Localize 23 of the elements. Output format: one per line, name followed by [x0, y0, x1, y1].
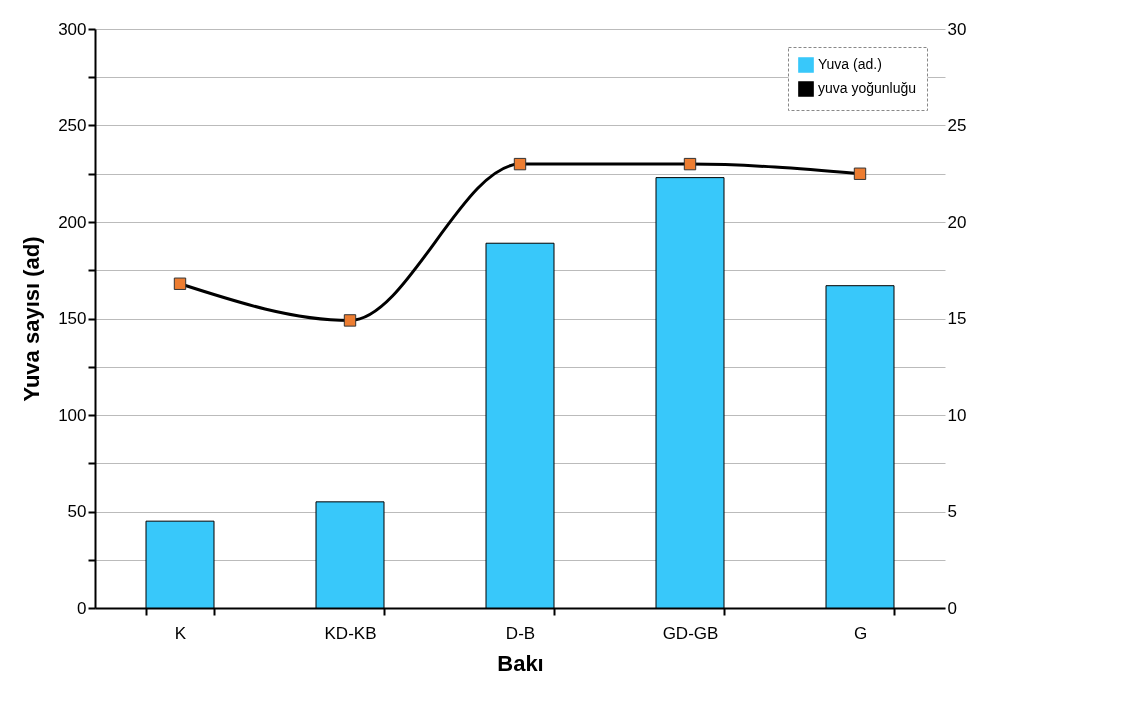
y-tick-label: 100: [58, 405, 87, 425]
y2-tick-label: 30: [947, 19, 967, 39]
y-tick-label: 250: [58, 116, 87, 135]
y2-tick-label: 5: [947, 502, 957, 521]
y-tick-label: 150: [58, 309, 87, 328]
y-axis-title: Yuva sayısı (ad): [19, 236, 45, 402]
y-tick-label: 200: [58, 212, 87, 232]
x-tick-label: K: [174, 623, 187, 643]
y2-tick-label: 0: [947, 598, 957, 618]
y-tick-label: 0: [77, 598, 87, 618]
legend-label: yuva yoğunluğu: [818, 80, 917, 96]
legend-label: Yuva (ad.): [818, 56, 882, 72]
x-tick-label: KD-KB: [324, 623, 377, 643]
y2-tick-label: 10: [947, 405, 967, 425]
x-tick-label: G: [853, 623, 868, 643]
y-tick-label: 300: [58, 19, 87, 39]
y-tick-label: 50: [67, 502, 87, 521]
y2-tick-label: 25: [947, 116, 967, 135]
x-tick-label: GD-GB: [662, 623, 719, 643]
y2-tick-label: 15: [947, 309, 967, 328]
x-axis-title: Bakı: [497, 650, 544, 676]
y2-tick-label: 20: [947, 212, 967, 232]
x-tick-label: D-B: [505, 623, 536, 643]
